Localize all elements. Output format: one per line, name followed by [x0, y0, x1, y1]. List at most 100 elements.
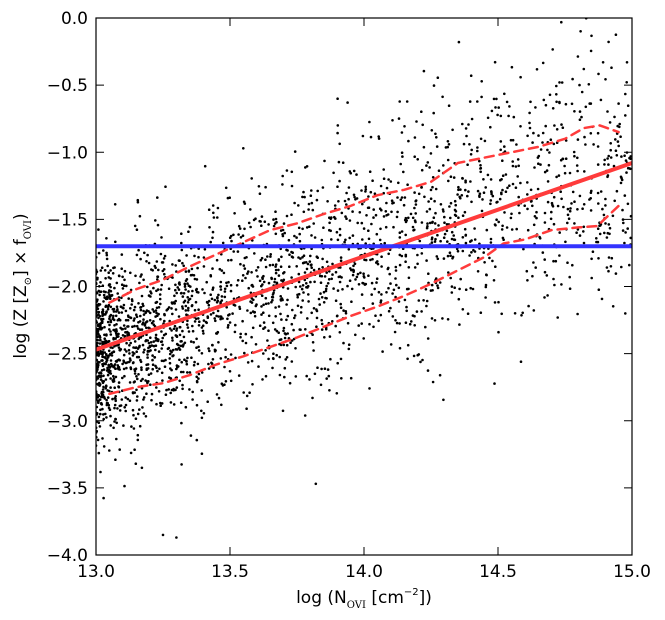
scatter-point — [101, 308, 105, 311]
scatter-point — [107, 363, 110, 367]
scatter-point — [131, 299, 134, 303]
scatter-point — [380, 255, 383, 258]
scatter-point — [99, 402, 103, 406]
scatter-point — [342, 309, 345, 312]
scatter-point — [543, 170, 547, 174]
scatter-point — [519, 125, 522, 128]
scatter-point — [336, 185, 339, 188]
scatter-point — [389, 282, 392, 285]
scatter-point — [368, 120, 371, 124]
scatter-point — [302, 190, 305, 194]
scatter-point — [346, 284, 349, 288]
scatter-point — [172, 327, 176, 331]
scatter-point — [188, 225, 192, 229]
scatter-point — [133, 391, 136, 394]
scatter-point — [285, 343, 289, 347]
scatter-point — [201, 324, 205, 328]
scatter-point — [106, 368, 110, 372]
scatter-point — [336, 124, 340, 127]
scatter-point — [274, 265, 277, 268]
scatter-point — [365, 214, 368, 217]
scatter-point — [195, 337, 198, 341]
scatter-point — [224, 348, 227, 351]
scatter-point — [165, 388, 168, 392]
scatter-point — [458, 287, 461, 291]
scatter-point — [336, 361, 340, 365]
scatter-point — [301, 227, 304, 231]
scatter-point — [390, 210, 393, 214]
scatter-point — [423, 195, 426, 199]
scatter-point — [109, 277, 112, 280]
scatter-point — [396, 210, 399, 214]
scatter-point — [137, 302, 140, 305]
scatter-point — [294, 285, 298, 289]
scatter-point — [295, 265, 299, 268]
scatter-point — [226, 326, 230, 329]
scatter-point — [434, 237, 437, 241]
scatter-point — [251, 383, 254, 386]
scatter-point — [135, 313, 138, 317]
scatter-point — [223, 287, 227, 291]
scatter-point — [278, 355, 282, 359]
scatter-point — [607, 163, 610, 166]
scatter-point — [587, 83, 591, 86]
scatter-point — [530, 199, 533, 203]
y-tick-label: −2.5 — [47, 345, 88, 365]
scatter-point — [108, 289, 111, 292]
scatter-point — [114, 240, 117, 244]
scatter-point — [175, 335, 179, 339]
scatter-point — [203, 248, 207, 251]
scatter-point — [154, 315, 157, 318]
scatter-point — [330, 277, 334, 281]
scatter-point — [443, 232, 447, 236]
scatter-point — [329, 357, 332, 361]
scatter-point — [117, 317, 121, 321]
scatter-point — [145, 326, 148, 330]
scatter-point — [183, 283, 187, 286]
scatter-point — [484, 296, 487, 299]
scatter-point — [534, 266, 537, 269]
scatter-point — [388, 272, 392, 276]
scatter-point — [124, 331, 127, 334]
scatter-point — [123, 484, 126, 488]
scatter-point — [168, 361, 172, 365]
scatter-point — [461, 214, 465, 217]
scatter-point — [281, 183, 284, 186]
scatter-point — [139, 314, 142, 318]
scatter-point — [108, 328, 111, 331]
scatter-point — [211, 230, 215, 234]
scatter-point — [187, 298, 191, 302]
scatter-point — [98, 336, 102, 339]
scatter-point — [308, 378, 311, 381]
scatter-point — [485, 228, 489, 232]
scatter-point — [219, 315, 223, 319]
scatter-point — [531, 141, 534, 144]
scatter-point — [149, 295, 152, 298]
scatter-point — [129, 288, 133, 292]
scatter-point — [353, 262, 357, 266]
scatter-point — [559, 190, 562, 193]
scatter-point — [350, 300, 353, 304]
scatter-point — [200, 416, 204, 420]
scatter-point — [243, 267, 247, 270]
scatter-point — [626, 227, 629, 230]
scatter-point — [543, 270, 547, 274]
scatter-point — [175, 329, 178, 332]
scatter-point — [180, 232, 183, 235]
scatter-point — [336, 289, 340, 292]
scatter-point — [324, 289, 328, 293]
scatter-point — [219, 288, 223, 291]
scatter-point — [359, 271, 362, 275]
scatter-point — [425, 164, 428, 167]
scatter-point — [205, 280, 208, 284]
scatter-point — [151, 367, 154, 371]
scatter-point — [179, 344, 182, 348]
scatter-point — [404, 321, 408, 325]
scatter-point — [550, 201, 554, 205]
scatter-point — [212, 311, 215, 315]
scatter-point — [283, 231, 287, 235]
scatter-point — [442, 236, 446, 239]
scatter-point — [113, 386, 116, 390]
scatter-point — [156, 275, 160, 279]
scatter-point — [277, 305, 281, 308]
